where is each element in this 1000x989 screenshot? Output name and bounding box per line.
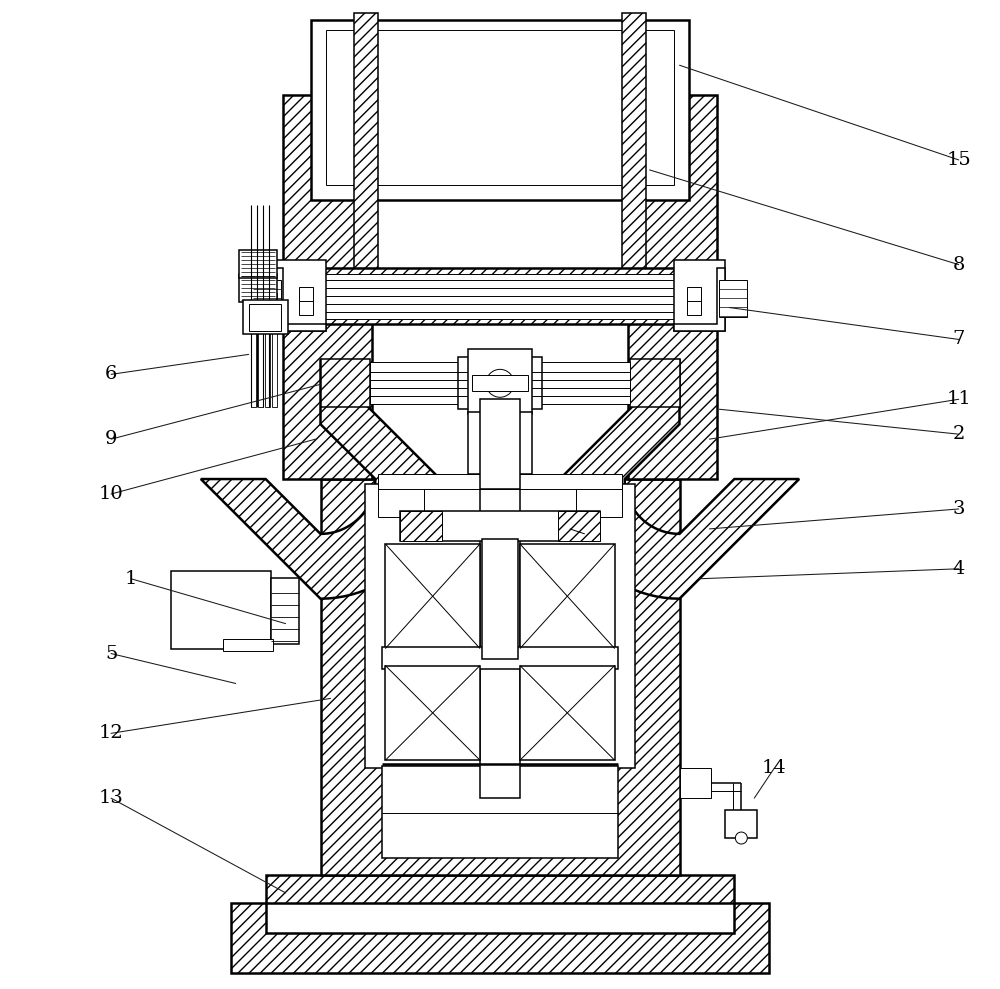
Text: 8: 8 — [953, 255, 965, 274]
Bar — [316, 274, 684, 319]
Bar — [458, 357, 542, 409]
Bar — [576, 482, 622, 517]
Bar — [378, 482, 424, 517]
Bar — [370, 362, 630, 405]
Text: 12: 12 — [99, 724, 123, 743]
Text: 13: 13 — [99, 789, 124, 807]
Bar — [265, 293, 270, 407]
Bar — [382, 766, 618, 858]
Bar — [223, 639, 273, 651]
Bar — [311, 21, 689, 200]
Bar — [680, 768, 711, 798]
Bar — [266, 875, 734, 903]
Bar — [520, 544, 615, 649]
Text: 6: 6 — [105, 365, 117, 384]
Bar — [520, 666, 615, 761]
Bar — [253, 280, 281, 317]
Text: 11: 11 — [946, 391, 971, 408]
Bar — [251, 293, 256, 407]
Bar — [239, 274, 277, 302]
Polygon shape — [231, 903, 769, 972]
Text: 7: 7 — [953, 330, 965, 348]
Bar — [321, 479, 680, 875]
Bar — [674, 260, 725, 331]
Polygon shape — [674, 268, 725, 331]
Bar — [472, 376, 528, 392]
Polygon shape — [201, 359, 440, 598]
Text: 1: 1 — [125, 570, 137, 587]
Text: 10: 10 — [99, 485, 123, 503]
Bar — [326, 31, 674, 185]
Text: 5: 5 — [105, 645, 117, 663]
Bar — [480, 400, 520, 489]
Circle shape — [735, 832, 747, 844]
Bar — [725, 810, 757, 838]
Bar — [239, 249, 277, 278]
Bar — [283, 95, 372, 479]
Bar — [365, 484, 635, 768]
Bar — [622, 14, 646, 268]
Polygon shape — [560, 359, 799, 598]
Bar — [249, 304, 281, 331]
Text: 14: 14 — [762, 760, 787, 777]
Bar — [171, 571, 271, 649]
Bar — [321, 359, 370, 407]
Text: 3: 3 — [952, 500, 965, 518]
Text: 9: 9 — [105, 430, 117, 448]
Circle shape — [486, 369, 514, 398]
Bar — [630, 359, 680, 407]
Bar — [382, 647, 618, 669]
Bar — [480, 405, 520, 798]
Bar — [272, 293, 277, 407]
Bar — [482, 539, 518, 659]
Bar — [468, 349, 532, 414]
Bar — [468, 412, 532, 474]
Bar — [400, 511, 442, 541]
Bar — [354, 14, 378, 268]
Text: 2: 2 — [953, 425, 965, 443]
Bar — [719, 280, 747, 317]
Bar — [400, 511, 600, 541]
Bar — [558, 511, 600, 541]
Bar — [687, 287, 701, 315]
Bar — [271, 578, 299, 644]
Bar — [628, 95, 717, 479]
Bar — [299, 287, 313, 315]
Bar — [258, 293, 263, 407]
Text: 15: 15 — [946, 151, 971, 169]
Polygon shape — [275, 268, 326, 331]
Bar — [243, 300, 288, 334]
Bar — [385, 666, 480, 761]
Text: 4: 4 — [953, 560, 965, 578]
Bar — [275, 260, 326, 331]
Bar — [378, 474, 622, 489]
Bar — [385, 544, 480, 649]
Bar — [283, 268, 717, 324]
